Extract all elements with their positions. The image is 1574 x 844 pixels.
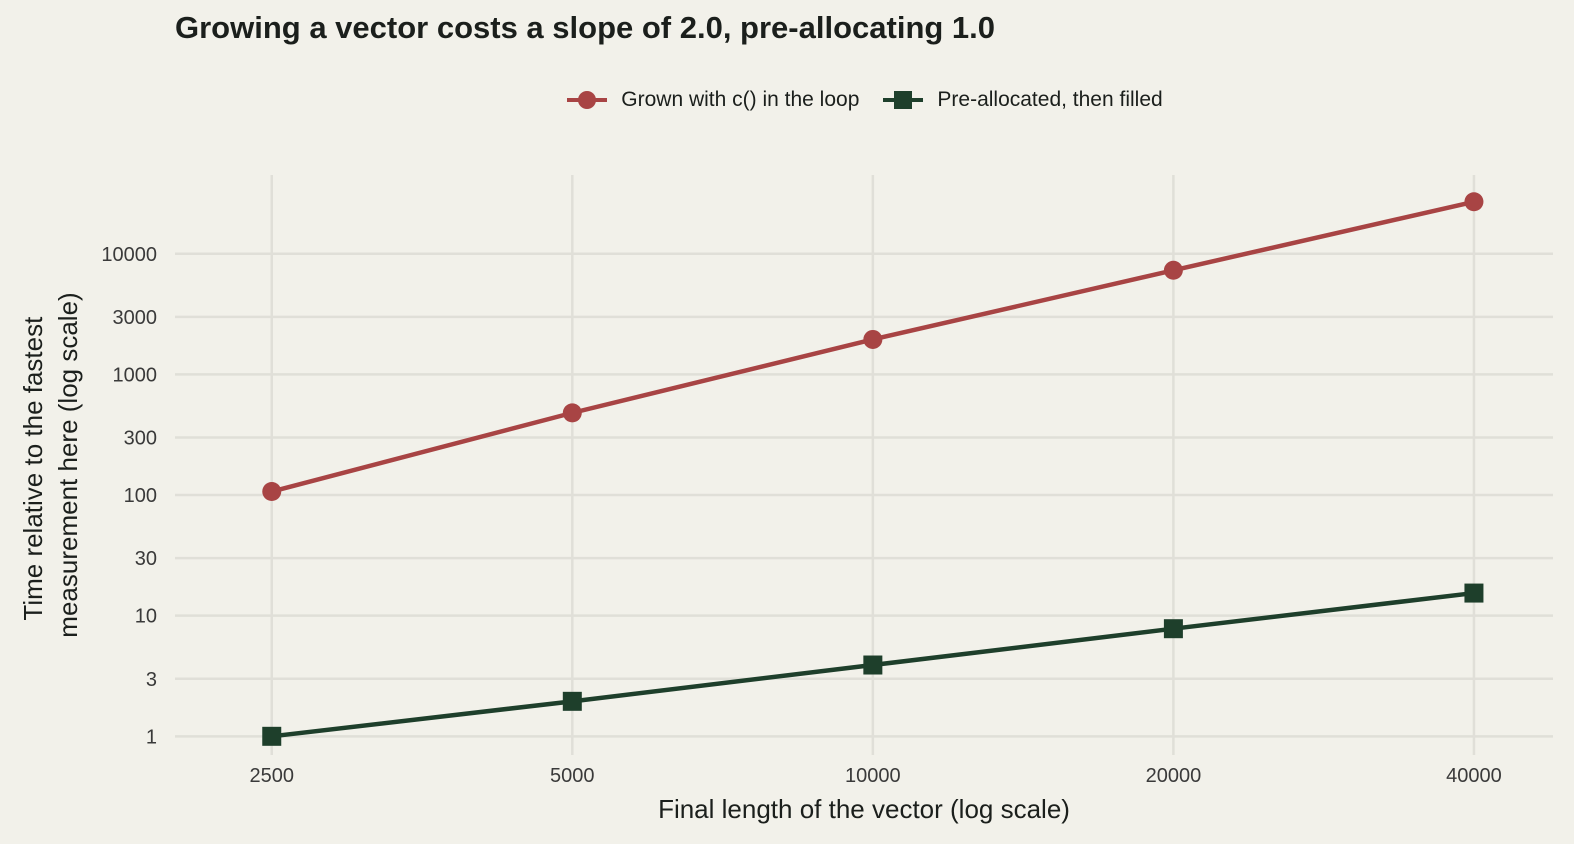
data-point <box>1464 583 1484 603</box>
data-point <box>262 726 282 746</box>
legend-marker-grown <box>578 91 597 109</box>
data-point <box>863 329 883 349</box>
legend: Grown with c() in the loop Pre-allocated… <box>0 88 1574 112</box>
data-point <box>562 403 582 423</box>
legend-key-square-icon <box>883 91 924 109</box>
data-point <box>1464 192 1484 212</box>
y-tick-label: 10 <box>135 606 157 628</box>
chart-title: Growing a vector costs a slope of 2.0, p… <box>175 10 996 45</box>
series-1 <box>262 192 1484 502</box>
y-axis-title: Time relative to the fastest measurement… <box>18 292 83 637</box>
x-tick-label: 10000 <box>845 765 901 787</box>
legend-label-grown: Grown with c() in the loop <box>621 88 860 111</box>
grid <box>175 175 1553 755</box>
y-tick-label: 30 <box>135 548 157 570</box>
legend-marker-preallocated <box>894 91 913 109</box>
series-2 <box>262 583 1484 746</box>
y-axis-title-line-1: Time relative to the fastest <box>18 316 48 621</box>
legend-label-preallocated: Pre-allocated, then filled <box>937 88 1163 111</box>
y-tick-label: 10000 <box>101 244 157 266</box>
data-point <box>1163 619 1183 639</box>
y-tick-label: 3 <box>146 669 157 691</box>
y-tick-label: 1 <box>146 726 157 748</box>
data-point <box>1163 260 1183 280</box>
legend-item-grown: Grown with c() in the loop <box>565 88 859 112</box>
y-tick-label: 300 <box>124 428 157 450</box>
series-layer <box>262 192 1484 746</box>
legend-key-circle-icon <box>567 91 608 109</box>
x-tick-label: 40000 <box>1446 765 1502 787</box>
y-tick-label: 3000 <box>113 307 158 329</box>
x-axis-title: Final length of the vector (log scale) <box>658 794 1070 824</box>
data-point <box>863 655 883 675</box>
x-tick-label: 5000 <box>550 765 595 787</box>
legend-item-preallocated: Pre-allocated, then filled <box>881 88 1163 112</box>
y-axis-ticks: 1 3 10 30 100 300 1000 3000 10000 <box>101 244 157 749</box>
x-tick-label: 20000 <box>1146 765 1202 787</box>
y-tick-label: 100 <box>124 485 157 507</box>
y-axis-title-line-2: measurement here (log scale) <box>53 292 83 637</box>
data-point <box>262 482 282 502</box>
x-tick-label: 2500 <box>250 765 295 787</box>
x-axis-ticks: 2500 5000 10000 20000 40000 <box>250 765 1502 787</box>
data-point <box>562 691 582 711</box>
y-tick-label: 1000 <box>113 364 158 386</box>
